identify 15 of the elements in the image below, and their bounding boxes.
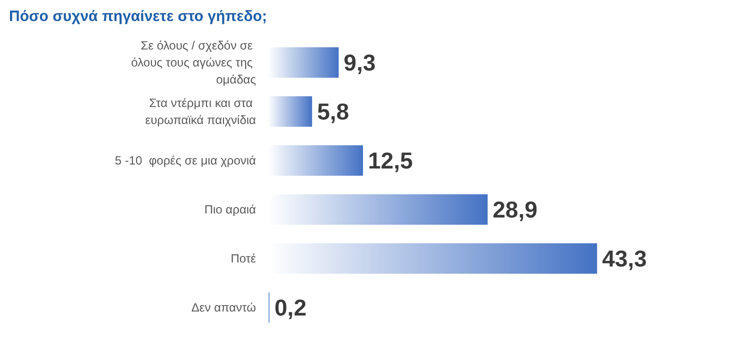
- text: Πόσο συχνά πηγαίνετε στο γήπεδο;: [9, 8, 267, 25]
- y-tick-label: Πιο αραιά: [204, 202, 256, 216]
- y-tick-label: Δεν απαντώ: [191, 300, 256, 314]
- data-label: 9,3: [344, 50, 376, 76]
- y-tick-label: Σε όλους / σχεδόν σε όλους τους αγώνες της ομάδας: [131, 38, 256, 86]
- y-tick-label: 5 -10 φορές σε μια χρονιά: [114, 154, 256, 168]
- data-label: 0,2: [274, 294, 307, 320]
- bar: [268, 96, 312, 127]
- data-label: 12,5: [368, 148, 413, 174]
- data-label: 5,8: [317, 98, 350, 124]
- data-label: 43,3: [602, 246, 647, 272]
- y-tick-label: Στα ντέρμπι και στα ευρωπαϊκά παιχνίδια: [145, 96, 256, 127]
- y-tick-label: Ποτέ: [230, 252, 257, 266]
- bar: [268, 47, 339, 78]
- data-label: 28,9: [492, 196, 538, 222]
